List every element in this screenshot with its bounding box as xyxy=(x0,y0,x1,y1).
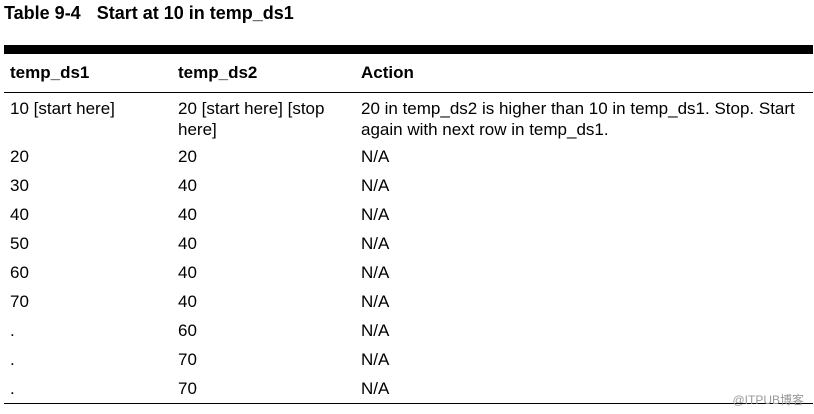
table-cell: N/A xyxy=(361,292,390,311)
table-row: 70 40 N/A xyxy=(4,287,813,316)
table-cell: N/A xyxy=(361,234,390,253)
table-cell: N/A xyxy=(361,321,390,340)
table-cell: N/A xyxy=(361,205,390,224)
table-cell: 50 xyxy=(10,234,29,253)
column-header-action: Action xyxy=(355,54,813,93)
table-row: 10 [start here] 20 [start here] [stop he… xyxy=(4,93,813,143)
table-cell: 30 xyxy=(10,176,29,195)
table-caption: Table 9-4 Start at 10 in temp_ds1 xyxy=(4,3,294,24)
table-cell: 70 xyxy=(178,350,197,369)
table-cell: N/A xyxy=(361,176,390,195)
header-row: temp_ds1 temp_ds2 Action xyxy=(4,54,813,93)
table-row: 40 40 N/A xyxy=(4,200,813,229)
table-row: . 70 N/A xyxy=(4,374,813,404)
data-table: temp_ds1 temp_ds2 Action 10 [start here]… xyxy=(4,54,813,404)
table-cell: . xyxy=(4,374,172,404)
table-cell: . xyxy=(10,350,15,369)
table-cell: N/A xyxy=(361,147,390,166)
table-cell: 40 xyxy=(178,205,197,224)
table-title: Start at 10 in temp_ds1 xyxy=(96,3,294,23)
table-row: 20 20 N/A xyxy=(4,142,813,171)
table-cell: 20 xyxy=(178,147,197,166)
table-number: Table 9-4 xyxy=(4,3,81,23)
table-row: 50 40 N/A xyxy=(4,229,813,258)
table-cell: 10 [start here] xyxy=(10,99,115,118)
table-cell: . xyxy=(10,321,15,340)
column-header-temp-ds2: temp_ds2 xyxy=(172,54,355,93)
table-cell: N/A xyxy=(361,350,390,369)
table-cell: 20 [start here] [stop here] xyxy=(178,99,325,139)
watermark: @ITPUB博客 xyxy=(732,393,804,407)
table-row: 60 40 N/A xyxy=(4,258,813,287)
table-row: . 70 N/A xyxy=(4,345,813,374)
table-cell: 40 xyxy=(178,292,197,311)
table-cell: 60 xyxy=(178,321,197,340)
table-cell: 40 xyxy=(178,234,197,253)
table-top-rule xyxy=(4,45,813,54)
table-cell: 20 xyxy=(10,147,29,166)
table-cell: 70 xyxy=(10,292,29,311)
table-cell: 40 xyxy=(178,263,197,282)
table-row: 30 40 N/A xyxy=(4,171,813,200)
table-cell: 70 xyxy=(172,374,355,404)
column-header-temp-ds1: temp_ds1 xyxy=(4,54,172,93)
table-cell: 20 in temp_ds2 is higher than 10 in temp… xyxy=(361,99,795,139)
table-row: . 60 N/A xyxy=(4,316,813,345)
table-cell: 40 xyxy=(178,176,197,195)
table-cell: 60 xyxy=(10,263,29,282)
table-cell: N/A xyxy=(355,374,813,404)
table-cell: 40 xyxy=(10,205,29,224)
table-cell: N/A xyxy=(361,263,390,282)
